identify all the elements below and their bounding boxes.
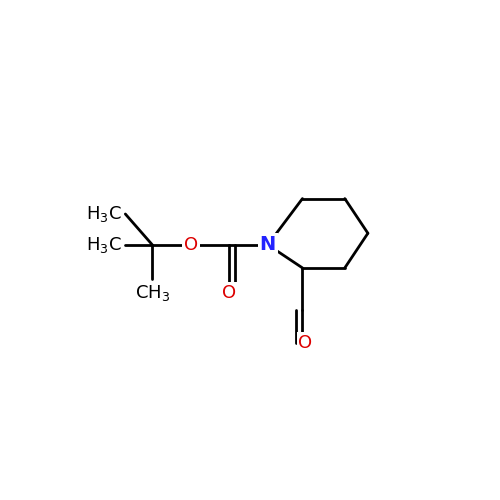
Text: H$_3$C: H$_3$C: [86, 204, 122, 224]
Text: O: O: [184, 236, 198, 254]
Text: O: O: [298, 334, 312, 352]
Text: N: N: [260, 236, 276, 255]
Text: O: O: [222, 284, 236, 302]
Text: H$_3$C: H$_3$C: [86, 235, 122, 255]
Text: CH$_3$: CH$_3$: [134, 282, 170, 302]
